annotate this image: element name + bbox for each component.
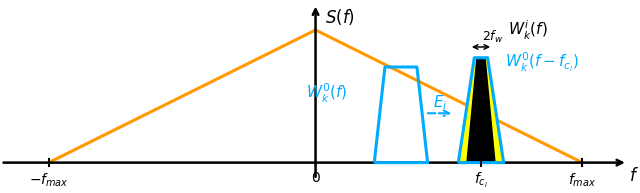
Text: $W^i_k(f)$: $W^i_k(f)$ [508,19,547,42]
Text: $S(f)$: $S(f)$ [325,7,355,27]
Text: $2f_w$: $2f_w$ [483,29,504,45]
Text: $f_{c_i}$: $f_{c_i}$ [474,171,488,190]
Text: $W^0_k(f-f_{c_i})$: $W^0_k(f-f_{c_i})$ [505,51,579,74]
Polygon shape [467,58,495,163]
Text: $-f_{max}$: $-f_{max}$ [29,171,68,189]
Text: $W^0_k(f)$: $W^0_k(f)$ [306,82,348,105]
Text: $E_i$: $E_i$ [433,93,447,112]
Text: $0$: $0$ [310,171,321,185]
Text: $f_{max}$: $f_{max}$ [568,171,596,189]
Text: $f$: $f$ [629,167,639,185]
Polygon shape [458,58,504,163]
